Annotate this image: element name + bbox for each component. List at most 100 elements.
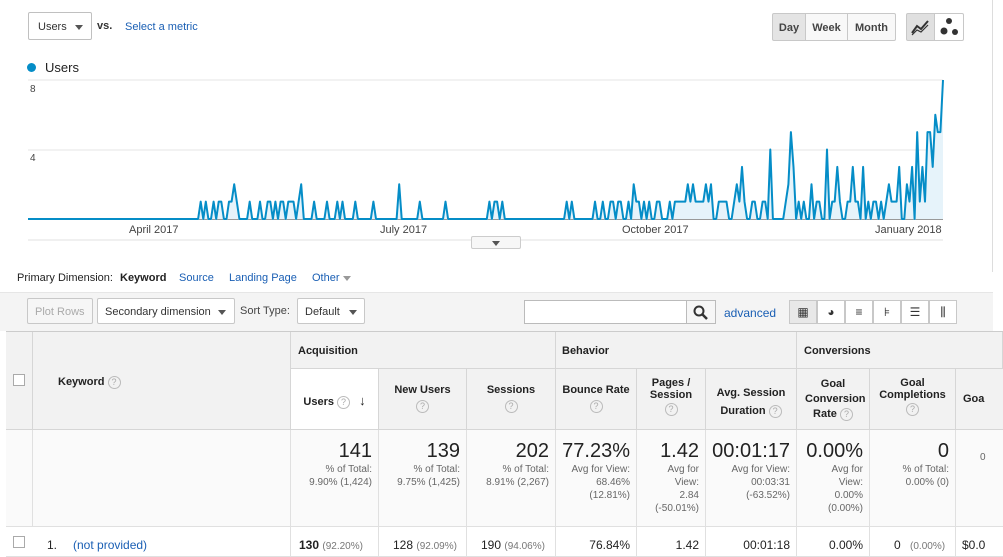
row-duration: 00:01:18 xyxy=(706,527,797,557)
collapse-chart-button[interactable] xyxy=(471,236,521,249)
help-icon[interactable]: ? xyxy=(504,400,518,413)
secondary-dimension-select[interactable]: Secondary dimension xyxy=(97,298,235,324)
chevron-down-icon xyxy=(348,310,357,315)
row-completions-value: 0 xyxy=(894,538,901,552)
dimension-landing-page[interactable]: Landing Page xyxy=(229,272,297,284)
advanced-link[interactable]: advanced xyxy=(724,306,777,320)
col-pages-session[interactable]: Pages / Session? xyxy=(637,369,706,430)
total-conv-l2: View: xyxy=(838,477,863,488)
search-icon xyxy=(693,305,708,320)
data-table: Keyword ? Acquisition Behavior Conversio… xyxy=(6,331,1003,557)
chevron-down-icon xyxy=(492,241,500,246)
row-keyword-link[interactable]: (not provided) xyxy=(73,538,148,552)
keyword-header[interactable]: Keyword ? xyxy=(33,332,291,430)
x-tick-july: July 2017 xyxy=(380,224,428,236)
total-users-l2: 9.90% (1,424) xyxy=(309,477,372,488)
dimension-other[interactable]: Other xyxy=(312,272,351,284)
select-metric-link[interactable]: Select a metric xyxy=(125,21,198,33)
help-icon[interactable]: ? xyxy=(107,376,121,389)
total-new-users: 139 % of Total: 9.75% (1,425) xyxy=(379,430,467,527)
row-new-users: 128 (92.09%) xyxy=(379,527,467,557)
help-icon[interactable]: ? xyxy=(337,396,351,409)
search-button[interactable] xyxy=(686,300,716,324)
row-users-pct: (92.20%) xyxy=(322,541,363,552)
vs-label: vs. xyxy=(97,20,113,32)
row-new-users-pct: (92.09%) xyxy=(416,541,457,552)
dimension-keyword[interactable]: Keyword xyxy=(120,272,167,284)
total-users-value: 141 xyxy=(338,440,372,462)
primary-dimension-label: Primary Dimension: xyxy=(17,272,113,284)
total-bounce-l1: Avg for View: xyxy=(571,464,630,475)
metric-select[interactable]: Users xyxy=(28,12,92,40)
total-bounce-rate: 77.23% Avg for View: 68.46% (12.81%) xyxy=(556,430,637,527)
total-new-users-l1: % of Total: xyxy=(413,464,460,475)
x-tick-april: April 2017 xyxy=(129,224,179,236)
col-sessions[interactable]: Sessions? xyxy=(467,369,556,430)
select-all-checkbox[interactable] xyxy=(13,374,25,386)
help-icon[interactable]: ? xyxy=(416,400,429,413)
help-icon[interactable]: ? xyxy=(906,403,919,416)
total-bounce-l2: 68.46% xyxy=(596,477,630,488)
comparison-icon: ⊧ xyxy=(883,305,891,319)
total-pps-l2: View: xyxy=(674,477,699,488)
table-search-input[interactable] xyxy=(524,300,687,324)
help-icon[interactable]: ? xyxy=(768,405,782,418)
line-chart-view-button[interactable] xyxy=(906,13,935,41)
total-bounce-l3: (12.81%) xyxy=(589,490,630,501)
total-conv-l3: 0.00% xyxy=(834,490,863,501)
sort-type-value: Default xyxy=(305,306,340,318)
period-month-button[interactable]: Month xyxy=(847,13,896,41)
col-goal-completions[interactable]: Goal Completions? xyxy=(870,369,956,430)
dimension-source[interactable]: Source xyxy=(179,272,214,284)
col-new-users-label: New Users xyxy=(394,384,451,396)
help-icon[interactable]: ? xyxy=(589,400,603,413)
row-goal-value: $0.0 xyxy=(956,527,1003,557)
col-goal-value[interactable]: Goa xyxy=(956,369,1003,430)
chevron-down-icon xyxy=(342,276,351,281)
total-sessions: 202 % of Total: 8.91% (2,267) xyxy=(467,430,556,527)
sort-type-select[interactable]: Default xyxy=(297,298,365,324)
motion-chart-view-button[interactable] xyxy=(934,13,964,41)
col-users-label: Users xyxy=(303,396,334,408)
comparison-view-button[interactable]: ⊧ xyxy=(873,300,901,324)
period-week-button[interactable]: Week xyxy=(805,13,848,41)
group-conversions: Conversions xyxy=(797,332,1003,369)
term-cloud-view-button[interactable]: ☰ xyxy=(901,300,929,324)
total-pages-session: 1.42 Avg for View: 2.84 (-50.01%) xyxy=(637,430,706,527)
chevron-down-icon xyxy=(75,25,83,30)
col-users[interactable]: Users ? ↓ xyxy=(291,369,379,430)
row-bounce: 76.84% xyxy=(556,527,637,557)
total-duration-l2: 00:03:31 xyxy=(751,477,790,488)
users-line-chart xyxy=(28,79,944,241)
performance-view-button[interactable]: ≡ xyxy=(845,300,873,324)
bar-list-icon: ≡ xyxy=(855,305,863,319)
totals-spacer xyxy=(6,430,33,527)
chevron-down-icon xyxy=(217,310,226,315)
table-view-button[interactable]: ▦ xyxy=(789,300,817,324)
row-users: 130 (92.20%) xyxy=(291,527,379,557)
pivot-icon: ⫼ xyxy=(940,305,946,319)
total-goal-value-value xyxy=(956,430,997,440)
total-users: 141 % of Total: 9.90% (1,424) xyxy=(291,430,379,527)
y-tick-4: 4 xyxy=(30,153,36,164)
pivot-view-button[interactable]: ⫼ xyxy=(929,300,957,324)
chart-panel xyxy=(0,0,993,272)
row-completions-pct: (0.00%) xyxy=(910,541,946,552)
help-icon[interactable]: ? xyxy=(664,403,678,416)
total-sessions-value: 202 xyxy=(515,440,549,462)
help-icon[interactable]: ? xyxy=(839,408,853,421)
totals-label-cell xyxy=(33,430,291,527)
total-goal-conversion: 0.00% Avg for View: 0.00% (0.00%) xyxy=(797,430,870,527)
metric-select-label: Users xyxy=(38,21,67,33)
x-tick-january: January 2018 xyxy=(875,224,942,236)
col-avg-duration[interactable]: Avg. Session Duration ? xyxy=(706,369,797,430)
row-checkbox[interactable] xyxy=(13,536,25,548)
legend-label: Users xyxy=(45,60,79,75)
row-conv: 0.00% xyxy=(797,527,870,557)
col-goal-conversion[interactable]: Goal Conversion Rate ? xyxy=(797,369,870,430)
col-bounce-rate[interactable]: Bounce Rate? xyxy=(556,369,637,430)
percentage-view-button[interactable]: ◕ xyxy=(817,300,845,324)
plot-rows-button[interactable]: Plot Rows xyxy=(27,298,93,324)
col-new-users[interactable]: New Users? xyxy=(379,369,467,430)
line-chart-icon xyxy=(911,20,929,36)
